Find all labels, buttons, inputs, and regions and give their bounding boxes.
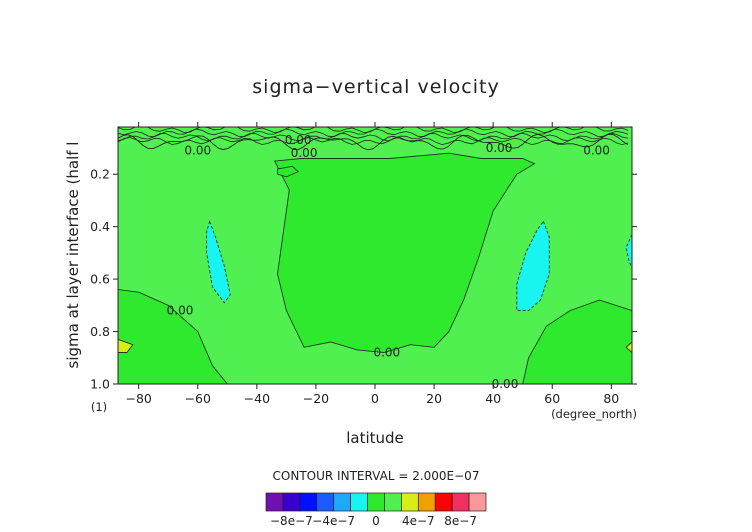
x-tick-label: 40 [485,391,501,406]
top-contour-line [118,132,629,142]
colorbar-swatch [299,492,318,512]
contour-label: 0.00 [184,144,211,158]
x-tick-label: 20 [426,391,442,406]
colorbar-label: 0 [372,514,380,528]
contour-label: 0.00 [373,346,400,360]
y-axis-label: sigma at layer interface (half l [64,142,82,369]
x-tick-label: 0 [371,391,379,406]
region-sw-lobe [118,289,228,384]
top-contour-line [118,128,629,138]
colorbar-swatch [417,492,436,512]
colorbar-swatch [367,492,385,512]
region-neg-edge [625,234,632,269]
contour-label: 0.00 [583,144,610,158]
top-band-contours [118,127,629,151]
colorbar-swatch [350,492,368,512]
colorbar-label: 8e−7 [444,514,477,528]
colorbar-label: −4e−7 [312,514,355,528]
plot-area [118,127,632,384]
colorbar-label: 4e−7 [402,514,435,528]
y-unit: (1) [91,400,107,414]
colorbar-swatch [401,492,419,512]
colorbar-label: −8e−7 [270,514,313,528]
colorbar-swatch [282,492,301,512]
x-tick-label: −60 [185,391,211,406]
region-neg-right [516,220,550,312]
region-small-blob [277,165,300,178]
top-contour-line [118,127,629,134]
contour-label: 0.00 [492,377,519,391]
contour-label: 0.00 [486,141,513,155]
region-pos-right-corner [625,341,632,354]
top-contour-line [118,137,629,146]
x-tick-label: −80 [125,391,151,406]
contour-interval-text: CONTOUR INTERVAL = 2.000E−07 [273,469,480,483]
chart-title: sigma−vertical velocity [252,76,499,98]
colorbar [265,492,487,512]
colorbar-swatch [468,492,487,512]
contour-label: 0.00 [291,146,318,160]
colorbar-swatch [451,492,470,512]
y-tick-label: 0.4 [90,219,110,234]
region-se-lobe [522,299,632,384]
region-near-zero-negative [273,152,536,353]
region-neg-left [206,219,231,304]
top-band-boundary [118,133,629,151]
contour-label: 0.00 [285,133,312,147]
y-tick-label: 0.8 [90,324,110,339]
colorbar-swatch [333,492,351,512]
x-unit: (degree_north) [551,407,637,421]
x-axis-label: latitude [346,429,404,447]
colorbar-swatch [265,492,284,512]
colorbar-swatch [316,492,335,512]
x-tick-label: −20 [303,391,329,406]
y-tick-label: 0.2 [90,167,110,182]
colorbar-swatch [384,492,402,512]
y-tick-label: 1.0 [90,377,110,392]
colorbar-swatch [434,492,453,512]
y-tick-label: 0.6 [90,272,110,287]
x-tick-label: 60 [544,391,560,406]
x-tick-label: −40 [244,391,270,406]
x-tick-label: 80 [603,391,619,406]
contour-label: 0.00 [167,304,194,318]
region-pos-left-corner [118,338,134,353]
